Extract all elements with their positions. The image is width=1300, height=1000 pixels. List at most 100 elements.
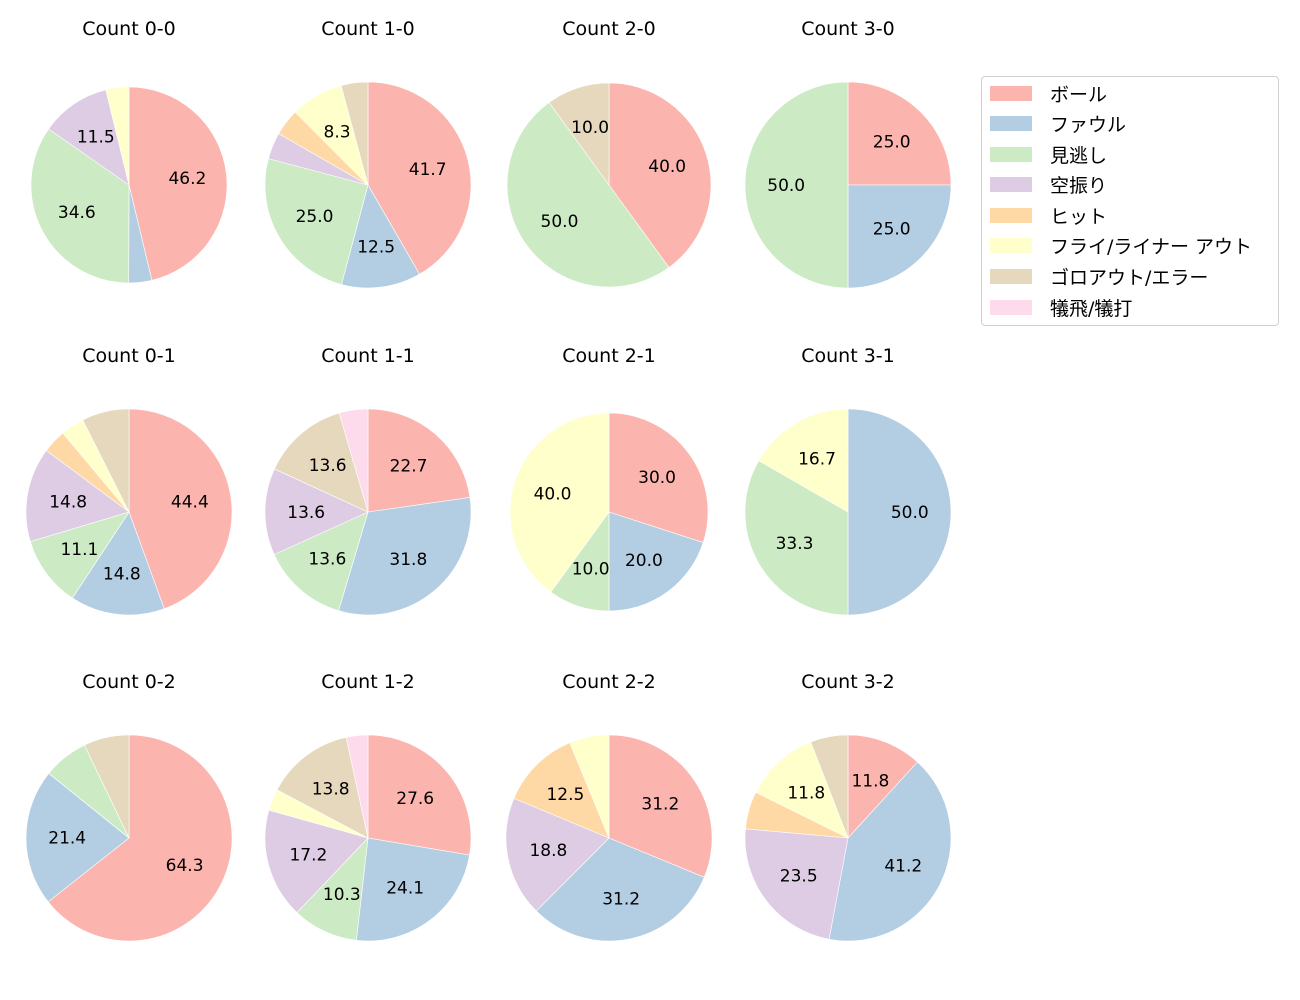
pie-slice — [548, 82, 610, 186]
legend-item-foul: ファウル — [990, 111, 1127, 136]
pie-slice-label: 10.0 — [572, 559, 610, 579]
pie-title: Count 2-2 — [562, 671, 656, 693]
pie-slice — [264, 809, 369, 913]
pie-slice-label: 13.8 — [312, 780, 350, 800]
pie-slice-label: 8.3 — [324, 122, 351, 142]
pie-slice — [25, 450, 130, 542]
pie-slice-label: 16.7 — [798, 450, 836, 470]
legend-item-swinging-strike: 空振り — [990, 172, 1107, 197]
pie-slice — [274, 412, 369, 513]
pie-slice-label: 13.6 — [309, 456, 347, 476]
pie-slice — [847, 81, 952, 186]
pie-slice — [847, 184, 952, 289]
legend-label: ボール — [1050, 83, 1108, 106]
pie-slice-label: 11.8 — [851, 771, 889, 791]
pie-slice — [276, 736, 369, 839]
pie-slice-label: 31.8 — [389, 550, 427, 570]
pie-slice — [30, 128, 130, 284]
legend-label: ヒット — [1050, 205, 1108, 228]
pie-slice — [128, 86, 228, 281]
pie-slice — [608, 82, 712, 268]
pie-slice — [506, 102, 670, 288]
pie-slice-label: 23.5 — [780, 866, 818, 886]
pie-slice — [340, 81, 369, 186]
legend-label: ゴロアウト/エラー — [1050, 266, 1209, 289]
pie-slice-label: 25.0 — [296, 207, 334, 227]
pie-slice — [345, 734, 369, 839]
legend-item-hit: ヒット — [990, 203, 1108, 228]
pie-chart: Count 2-2 31.2 31.2 18.8 12.5 — [505, 671, 713, 942]
pie-slice-label: 64.3 — [166, 856, 204, 876]
pie-slice — [71, 511, 165, 616]
pie-slice — [744, 460, 849, 616]
legend-swatch — [990, 176, 1032, 192]
pie-slice — [264, 468, 369, 555]
legend-label: 見逃し — [1050, 144, 1108, 167]
legend-item-called-strike: 見逃し — [990, 142, 1108, 167]
pie-slice — [367, 734, 472, 856]
legend-item-grounder-out-error: ゴロアウト/エラー — [990, 264, 1209, 289]
pie-slice — [367, 81, 472, 275]
pie-slice — [755, 741, 849, 839]
pie-title: Count 3-1 — [801, 345, 895, 367]
pie-chart: Count 0-2 64.3 21.4 — [25, 671, 233, 942]
pie-slice-label: 13.6 — [308, 550, 346, 570]
pie-slice — [505, 798, 610, 912]
pie-slice-label: 40.0 — [534, 485, 572, 505]
pie-chart: Count 3-2 11.8 41.2 23.5 11.8 — [744, 671, 952, 942]
pie-slice-label: 14.8 — [49, 492, 87, 512]
pie-slice-label: 21.4 — [48, 829, 86, 849]
pie-slice — [828, 761, 952, 942]
legend-label: 犠飛/犠打 — [1050, 297, 1133, 320]
legend-swatch — [990, 299, 1032, 315]
pie-slice — [48, 89, 130, 186]
pie-slice — [758, 408, 849, 513]
pie-slice-label: 34.6 — [58, 203, 96, 223]
pie-chart: Count 0-0 46.2 34.6 11.5 — [30, 18, 228, 284]
pie-slice-label: 31.2 — [602, 890, 640, 910]
pie-slice-label: 17.2 — [289, 845, 327, 865]
pie-slice-label: 11.1 — [60, 540, 98, 560]
pie-slice — [847, 408, 952, 616]
pie-slice — [341, 184, 420, 289]
legend-swatch — [990, 146, 1032, 162]
pie-slice-label: 25.0 — [873, 220, 911, 240]
pie-slice-label: 31.2 — [641, 795, 679, 815]
legend-swatch — [990, 85, 1032, 101]
pie-slice-label: 50.0 — [891, 503, 929, 523]
pie-slice-label: 50.0 — [767, 176, 805, 196]
pie-slice-label: 30.0 — [638, 468, 676, 488]
pie-slice-label: 33.3 — [776, 534, 814, 554]
pie-slice — [338, 408, 369, 513]
pie-slice-label: 10.3 — [323, 885, 361, 905]
pie-slice — [744, 828, 849, 940]
pie-slice-label: 11.8 — [787, 783, 825, 803]
pie-slice-label: 27.6 — [396, 789, 434, 809]
pie-slice — [105, 86, 130, 186]
legend-label: ファウル — [1050, 113, 1127, 136]
pie-slice-label: 10.0 — [571, 118, 609, 138]
pie-title: Count 1-0 — [321, 18, 415, 40]
pie-slice — [847, 734, 918, 839]
legend-label: フライ/ライナー アウト — [1050, 235, 1253, 258]
pie-slice — [608, 734, 713, 878]
pie-slice-label: 12.5 — [546, 785, 584, 805]
pie-slice — [273, 511, 369, 612]
pie-slice-label: 41.7 — [409, 160, 447, 180]
pie-slice — [47, 734, 233, 942]
legend-item-ball: ボール — [990, 81, 1108, 106]
pie-chart: Count 1-0 41.7 12.5 25.0 8.3 — [264, 18, 472, 289]
pie-title: Count 1-2 — [321, 671, 415, 693]
pie-slice — [513, 742, 610, 839]
pie-slice-label: 14.8 — [103, 564, 141, 584]
pie-slice — [264, 158, 369, 285]
pie-slice — [744, 81, 849, 289]
pie-slice-label: 20.0 — [625, 551, 663, 571]
pie-slice — [509, 412, 610, 593]
pie-chart: Count 2-1 30.0 20.0 10.0 40.0 — [509, 345, 709, 612]
pie-chart: Count 1-1 22.7 31.8 13.6 13.6 13.6 — [264, 345, 472, 616]
pie-slice-label: 22.7 — [390, 456, 428, 476]
pie-slice-label: 46.2 — [168, 169, 206, 189]
pie-slice-label: 40.0 — [648, 157, 686, 177]
pie-title: Count 0-1 — [82, 345, 176, 367]
